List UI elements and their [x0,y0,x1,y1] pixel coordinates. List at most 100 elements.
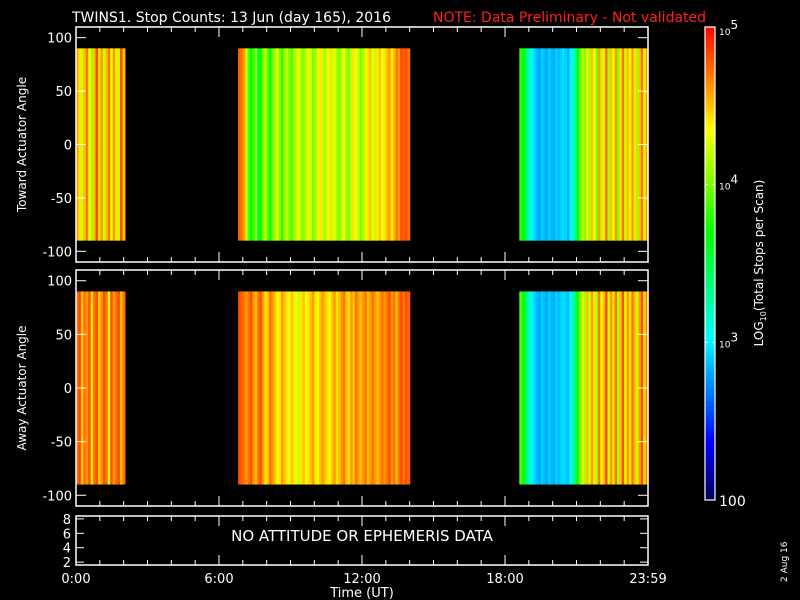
heatmap-column [550,291,554,485]
heatmap-column [631,291,635,485]
colorbar-tick-label: 105 [719,18,738,38]
heatmap-column [276,48,280,241]
colorbar-swatch [705,247,715,253]
heatmap-column [247,48,251,241]
heatmap-column [261,291,265,485]
heatmap-column [100,48,104,241]
heatmap-column [249,291,253,485]
heatmap-column [586,291,590,485]
colorbar-swatch [705,204,715,209]
heatmap-column [557,48,561,241]
colorbar-swatch [705,346,715,351]
colorbar-swatch [705,279,715,284]
colorbar-swatch [705,448,715,454]
colorbar-swatch [705,421,715,426]
heatmap-column [543,48,547,241]
heatmap-column [238,48,242,241]
colorbar-swatch [705,27,715,32]
heatmap-column [528,48,532,241]
colorbar-swatch [705,405,715,410]
heatmap-column [347,291,351,485]
heatmap-column [347,48,351,241]
heatmap-column [597,291,601,485]
heatmap-column [524,48,528,241]
colorbar-swatch [705,62,715,68]
heatmap-column [242,48,246,241]
colorbar-swatch [705,251,715,257]
heatmap-column [314,48,318,241]
heatmap-column [545,48,549,241]
colorbar-swatch [705,255,715,261]
heatmap-column [269,48,273,241]
heatmap-column [366,291,370,485]
colorbar-swatch [705,480,715,485]
heatmap-column [602,291,606,485]
heatmap-column [269,291,273,485]
heatmap-column [583,291,587,485]
heatmap-column [624,48,628,241]
heatmap-column [350,48,354,241]
heatmap-column [578,48,582,241]
heatmap-column [342,48,346,241]
colorbar-swatch [705,452,715,458]
heatmap-column [95,48,99,241]
colorbar-swatch [705,298,715,304]
heatmap-column [245,48,249,241]
heatmap-column [342,291,346,485]
colorbar-swatch [705,168,715,174]
heatmap-column [107,48,111,241]
heatmap-column [319,291,323,485]
heatmap-column [331,48,334,241]
colorbar-tick-label: 104 [719,173,738,193]
heatmap-column [543,291,547,485]
y-tick-label: -100 [42,245,72,260]
colorbar-swatch [705,157,715,162]
heatmap-column [290,291,294,485]
heatmap-column [385,48,389,241]
no-data-message: NO ATTITUDE OR EPHEMERIS DATA [231,527,494,545]
heatmap-column [90,291,94,485]
heatmap-column [119,291,124,485]
heatmap-column [535,48,539,241]
colorbar-swatch [705,302,715,308]
colorbar-swatch [705,180,715,186]
heatmap-column [593,291,597,485]
heatmap-column [311,291,315,485]
colorbar-swatch [705,208,715,213]
colorbar-swatch [705,318,715,324]
colorbar-swatch [705,78,715,83]
heatmap-column [326,48,330,241]
heatmap-column [266,291,270,485]
colorbar-swatch [705,82,715,87]
heatmap-column [316,48,320,241]
heatmap-column [524,291,528,485]
colorbar-swatch [705,125,715,131]
heatmap-column [357,291,361,485]
heatmap-column [605,48,609,241]
heatmap-column [278,48,282,241]
heatmap-column [373,48,377,241]
heatmap-column [626,291,630,485]
heatmap-column [102,291,106,485]
heatmap-column [590,291,594,485]
heatmap-column [628,291,632,485]
colorbar-swatch [705,436,715,442]
colorbar-swatch [705,90,715,95]
heatmap-column [321,291,325,485]
heatmap-column [352,291,356,485]
y-tick-label: 6 [63,527,71,542]
heatmap-column [381,291,385,485]
heatmap-column [340,48,344,241]
heatmap-column [617,48,620,241]
heatmap-column [602,48,606,241]
heatmap-column [581,291,585,485]
colorbar-swatch [705,188,715,194]
colorbar-swatch [705,393,715,399]
y-tick-label: 0 [64,139,72,154]
colorbar-swatch [705,295,715,300]
heatmap-column [371,291,375,485]
heatmap-column [335,291,339,485]
heatmap-column [600,291,604,485]
x-tick-label: 23:59 [629,572,666,587]
colorbar-swatch [705,389,715,395]
